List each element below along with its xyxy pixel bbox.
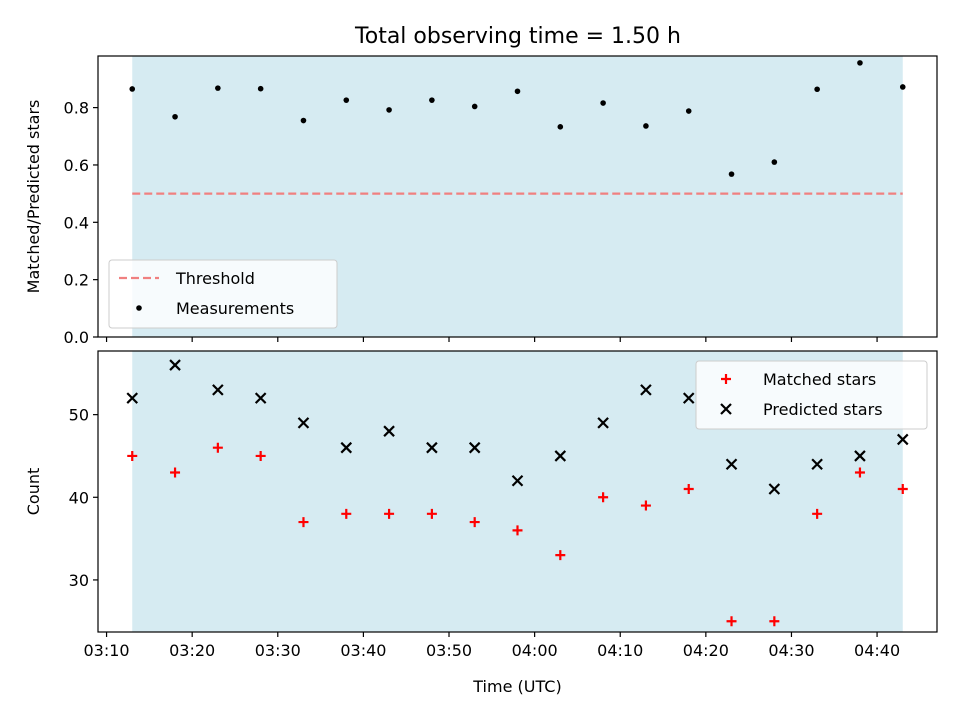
- measurement-point: [129, 86, 136, 92]
- predicted-star-point: [169, 359, 181, 371]
- matched-star-point: [683, 484, 694, 495]
- measurement-point: [771, 159, 778, 165]
- measurement-point: [643, 123, 649, 129]
- legend-predicted-swatch: [720, 403, 732, 415]
- legend: Matched stars Predicted stars: [695, 360, 928, 430]
- matched-star-point: [555, 550, 566, 561]
- legend-label: Threshold: [175, 269, 255, 288]
- matched-star-point: [640, 500, 651, 511]
- measurement-point: [557, 124, 564, 130]
- matched-star-point: [170, 467, 181, 478]
- legend-label: Predicted stars: [763, 400, 883, 419]
- predicted-star-point: [896, 433, 909, 446]
- predicted-star-point: [126, 392, 139, 404]
- predicted-star-point: [468, 441, 481, 454]
- predicted-star-point: [597, 417, 609, 429]
- matched-star-point: [812, 508, 823, 519]
- y-tick-label: 0.0: [64, 328, 89, 347]
- x-tick-label: 04:10: [597, 641, 643, 660]
- legend-label: Matched stars: [763, 370, 876, 389]
- x-tick-label: 04:20: [683, 641, 729, 660]
- x-tick-label: 03:50: [426, 641, 472, 660]
- y-tick-label: 50: [69, 406, 89, 425]
- ratio-panel: 0.0 0.2 0.4 0.6 0.8 Matched/Predicted stars Th…: [24, 55, 938, 347]
- x-tick-label: 03:10: [84, 641, 130, 660]
- legend-measurement-swatch: [136, 305, 142, 311]
- x-tick-label: 04:30: [768, 641, 814, 660]
- predicted-star-point: [682, 392, 695, 404]
- y-tick-label: 0.6: [64, 156, 89, 175]
- y-tick-label: 0.4: [64, 213, 89, 232]
- predicted-star-point: [554, 450, 567, 462]
- predicted-star-point: [340, 441, 353, 454]
- measurement-point: [514, 88, 521, 95]
- predicted-star-point: [854, 450, 866, 462]
- measurement-point: [300, 117, 307, 124]
- legend-box: [695, 360, 928, 430]
- legend: Threshold Measurements: [108, 259, 338, 329]
- matched-star-point: [127, 450, 138, 461]
- matched-star-point: [426, 508, 437, 519]
- y-tick-label: 0.2: [64, 271, 89, 290]
- matched-star-point: [598, 492, 609, 503]
- x-axis-label: Time (UTC): [472, 677, 561, 696]
- predicted-star-point: [811, 458, 823, 471]
- matched-star-point: [726, 616, 737, 627]
- predicted-star-point: [254, 392, 267, 404]
- axes-frame: [97, 350, 938, 633]
- predicted-star-point: [383, 425, 395, 437]
- y-axis-label: Matched/Predicted stars: [24, 100, 43, 294]
- matched-star-point: [384, 508, 395, 519]
- measurement-point: [600, 100, 606, 106]
- measurement-point: [172, 113, 178, 120]
- matched-star-point: [769, 616, 780, 627]
- measurement-point: [471, 103, 478, 110]
- x-tick-label: 04:40: [854, 641, 900, 660]
- predicted-star-point: [768, 483, 781, 495]
- predicted-star-point: [640, 384, 652, 396]
- chart-title: Total observing time = 1.50 h: [354, 24, 681, 49]
- measurement-point: [257, 85, 264, 92]
- x-tick-label: 03:40: [340, 641, 386, 660]
- predicted-star-point: [297, 417, 310, 429]
- y-tick-label: 0.8: [64, 99, 89, 118]
- measurement-point: [685, 108, 692, 114]
- matched-star-point: [255, 450, 266, 461]
- predicted-star-point: [426, 441, 438, 454]
- x-tick-label: 03:30: [255, 641, 301, 660]
- y-tick-label: 30: [69, 571, 89, 590]
- y-axis-label: Count: [24, 468, 43, 516]
- matched-star-point: [897, 484, 908, 495]
- predicted-star-point: [725, 458, 738, 471]
- measurement-point: [215, 85, 221, 91]
- legend-matched-swatch: [721, 374, 731, 384]
- y-tick-label: 40: [69, 488, 89, 507]
- matched-star-point: [341, 508, 352, 519]
- measurement-point: [728, 171, 735, 177]
- measurement-point: [857, 60, 863, 66]
- count-panel: 30 40 50 03:10 03:20 03:30 03:40 03:50 04:00 04:1…: [24, 350, 938, 696]
- matched-star-point: [469, 517, 480, 528]
- measurement-point: [814, 86, 820, 93]
- axes-frame: [97, 55, 938, 338]
- predicted-star-point: [212, 384, 224, 396]
- x-tick-label: 03:20: [169, 641, 215, 660]
- legend-box: [108, 259, 338, 329]
- matched-star-point: [854, 467, 865, 478]
- measurement-point: [386, 107, 392, 113]
- predicted-star-point: [511, 474, 524, 487]
- x-tick-label: 04:00: [512, 641, 558, 660]
- matched-star-point: [298, 517, 309, 528]
- measurement-point: [429, 97, 435, 103]
- measurement-point: [899, 84, 906, 90]
- measurement-point: [343, 97, 350, 103]
- legend-label: Measurements: [176, 299, 294, 318]
- matched-star-point: [212, 442, 223, 453]
- matched-star-point: [512, 525, 523, 536]
